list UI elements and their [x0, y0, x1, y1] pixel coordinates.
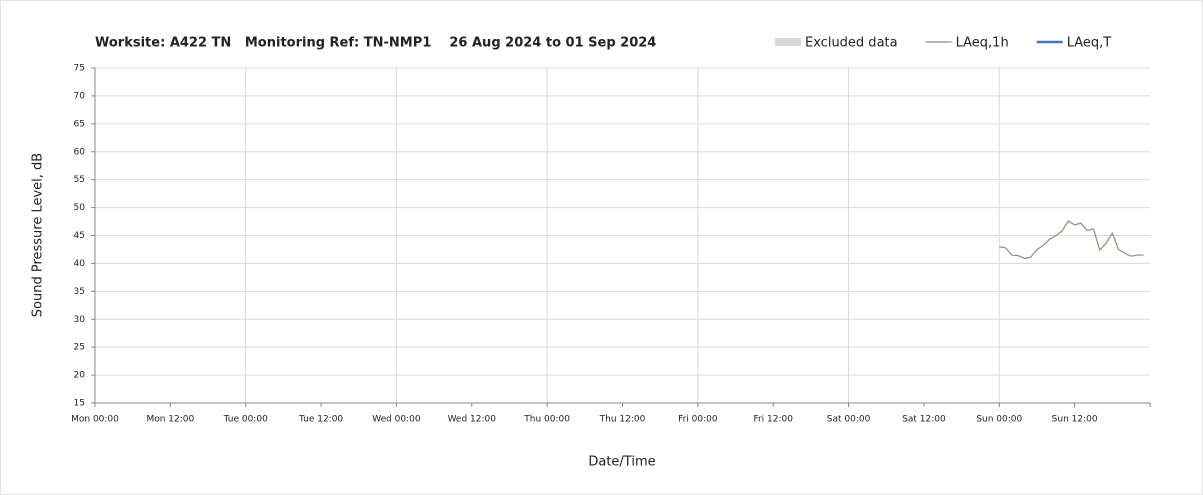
y-axis-label: Sound Pressure Level, dB: [31, 153, 46, 317]
y-tick-label: 25: [74, 343, 85, 353]
legend-label: LAeq,T: [1067, 36, 1112, 51]
chart-title: Worksite: A422 TN Monitoring Ref: TN-NMP…: [95, 36, 656, 51]
x-tick-label: Wed 00:00: [372, 415, 421, 425]
x-tick-label: Fri 12:00: [753, 415, 793, 425]
y-tick-label: 35: [74, 287, 85, 297]
series-line: [999, 220, 1144, 260]
x-tick-label: Tue 00:00: [223, 415, 268, 425]
x-tick-label: Thu 12:00: [599, 415, 646, 425]
x-axis-label: Date/Time: [588, 455, 655, 470]
y-tick-label: 30: [74, 315, 86, 325]
legend-label: Excluded data: [805, 36, 898, 51]
x-tick-label: Sun 12:00: [1052, 415, 1098, 425]
x-tick-label: Mon 00:00: [71, 415, 119, 425]
x-tick-label: Sat 12:00: [902, 415, 946, 425]
y-tick-label: 50: [74, 203, 86, 213]
legend-swatch: [775, 38, 801, 46]
y-tick-label: 60: [74, 147, 86, 157]
y-tick-label: 20: [74, 371, 86, 381]
y-tick-label: 70: [74, 91, 86, 101]
x-tick-label: Tue 12:00: [298, 415, 343, 425]
x-tick-label: Sun 00:00: [976, 415, 1022, 425]
y-tick-label: 65: [74, 119, 85, 129]
x-tick-label: Thu 00:00: [523, 415, 570, 425]
y-tick-label: 40: [74, 259, 86, 269]
y-tick-label: 45: [74, 231, 85, 241]
legend-label: LAeq,1h: [956, 36, 1009, 51]
x-tick-label: Wed 12:00: [448, 415, 497, 425]
x-tick-label: Sat 00:00: [827, 415, 871, 425]
y-tick-label: 15: [74, 399, 85, 409]
y-tick-label: 75: [74, 64, 85, 74]
x-tick-label: Mon 12:00: [146, 415, 194, 425]
x-tick-label: Fri 00:00: [678, 415, 718, 425]
y-tick-label: 55: [74, 175, 85, 185]
